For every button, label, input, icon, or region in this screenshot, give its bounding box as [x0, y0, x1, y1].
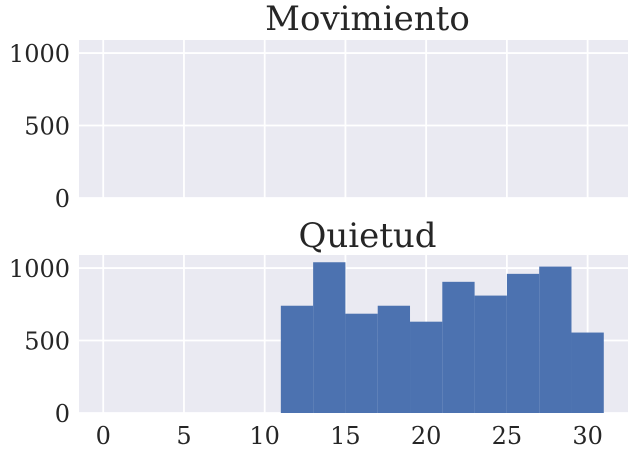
panel-movimiento: 0 500 1000 Movimiento	[9, 0, 628, 213]
histogram-bar	[377, 305, 411, 413]
x-tick-label: 30	[572, 422, 603, 450]
x-tick-label: 20	[411, 422, 442, 450]
histogram-bar	[506, 273, 540, 413]
y-tick-label: 500	[24, 113, 70, 141]
y-tick-label: 500	[24, 328, 70, 356]
y-tick-label: 1000	[9, 255, 70, 283]
histogram-bar	[410, 321, 443, 413]
histogram-bar	[313, 262, 346, 413]
histogram-bar	[442, 281, 475, 413]
x-tick-label: 15	[330, 422, 361, 450]
plot-area-background	[79, 40, 628, 198]
y-tick-label: 0	[55, 400, 70, 428]
y-tick-label: 1000	[9, 40, 70, 68]
histogram-bar	[280, 305, 314, 413]
panel-title: Movimiento	[265, 0, 470, 39]
x-tick-label: 10	[249, 422, 280, 450]
y-tick-label: 0	[55, 185, 70, 213]
histogram-bar	[345, 313, 378, 413]
panel-title: Quietud	[298, 216, 436, 256]
x-tick-label: 0	[96, 422, 111, 450]
x-tick-label: 25	[492, 422, 523, 450]
histogram-bar	[474, 295, 507, 413]
panel-quietud: 0 500 1000 0 5 10 15 20 25 30 Quietud	[9, 216, 628, 450]
x-tick-label: 5	[176, 422, 191, 450]
histogram-bar	[539, 266, 572, 413]
histogram-bar	[571, 332, 604, 413]
